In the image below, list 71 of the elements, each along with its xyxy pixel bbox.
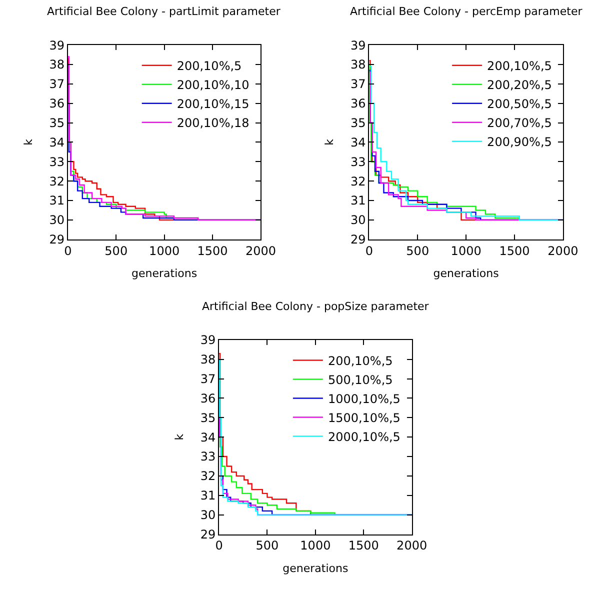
y-tick-label: 38 — [200, 352, 216, 367]
y-tick-label: 30 — [200, 508, 216, 522]
y-tick-label: 36 — [350, 96, 366, 111]
y-tick-label: 31 — [350, 194, 366, 208]
y-tick-label: 36 — [49, 96, 65, 111]
y-tick-label: 34 — [49, 135, 65, 150]
legend-label: 200,10%,10 — [176, 78, 250, 92]
y-tick-label: 37 — [350, 77, 366, 92]
x-tick-label: 1500 — [499, 244, 530, 258]
x-tick-label: 2000 — [245, 244, 276, 258]
legend-label: 1500,10%,5 — [328, 410, 400, 425]
y-axis-title: k — [173, 433, 186, 440]
legend-label: 200,10%,5 — [328, 354, 393, 368]
legend-label: 200,20%,5 — [487, 78, 552, 92]
y-axis-title: k — [323, 138, 336, 146]
y-tick-label: 29 — [200, 527, 216, 542]
y-tick-label: 30 — [49, 213, 65, 228]
x-tick-label: 1500 — [348, 538, 379, 553]
x-tick-label: 500 — [406, 244, 430, 258]
y-tick-label: 37 — [49, 77, 65, 92]
y-tick-label: 39 — [350, 38, 366, 52]
x-tick-label: 2000 — [548, 244, 578, 258]
y-tick-label: 31 — [200, 488, 216, 503]
y-tick-label: 30 — [350, 213, 366, 228]
x-tick-label: 500 — [104, 244, 128, 258]
x-axis-title: generations — [282, 562, 348, 575]
chart-title: Artificial Bee Colony - percEmp parameter — [350, 5, 583, 18]
y-tick-label: 34 — [200, 430, 216, 444]
y-axis-title: k — [22, 138, 35, 146]
y-tick-label: 35 — [200, 410, 216, 425]
x-tick-label: 500 — [256, 538, 279, 553]
x-tick-label: 0 — [365, 244, 374, 258]
chart-title: Artificial Bee Colony - partLimit parameter — [47, 5, 281, 18]
y-tick-label: 32 — [350, 174, 366, 188]
legend-label: 200,70%,5 — [487, 116, 552, 130]
legend-label: 200,10%,5 — [176, 59, 242, 74]
x-tick-label: 0 — [64, 244, 72, 258]
y-tick-label: 39 — [200, 333, 216, 348]
legend-label: 500,10%,5 — [328, 372, 393, 387]
y-tick-label: 39 — [49, 38, 65, 52]
x-tick-label: 2000 — [396, 538, 428, 553]
y-tick-label: 35 — [49, 116, 65, 130]
x-tick-label: 1000 — [450, 244, 482, 258]
y-tick-label: 33 — [49, 154, 65, 169]
x-axis-title: generations — [433, 266, 500, 280]
y-tick-label: 37 — [200, 372, 216, 386]
y-tick-label: 36 — [200, 391, 216, 406]
x-tick-label: 1000 — [300, 538, 331, 553]
y-tick-label: 29 — [49, 232, 65, 247]
y-tick-label: 33 — [350, 154, 366, 169]
x-tick-label: 1000 — [149, 244, 180, 258]
legend-label: 200,10%,18 — [176, 116, 250, 130]
y-tick-label: 31 — [49, 194, 65, 208]
legend-label: 200,90%,5 — [487, 135, 552, 150]
x-tick-label: 1500 — [197, 244, 228, 258]
chart-title: Artificial Bee Colony - popSize parameter — [202, 300, 430, 313]
y-tick-label: 32 — [49, 174, 65, 188]
legend-label: 200,50%,5 — [487, 97, 552, 112]
legend-label: 2000,10%,5 — [328, 430, 400, 444]
y-tick-label: 34 — [350, 135, 366, 150]
y-tick-label: 38 — [49, 58, 65, 72]
legend-label: 200,10%,15 — [176, 97, 250, 112]
y-tick-label: 29 — [350, 232, 366, 247]
legend-label: 200,10%,5 — [487, 59, 552, 74]
y-tick-label: 32 — [200, 469, 216, 484]
x-axis-title: generations — [132, 266, 198, 280]
y-tick-label: 33 — [200, 450, 216, 464]
y-tick-label: 38 — [350, 58, 366, 72]
y-tick-label: 35 — [350, 116, 366, 130]
legend-label: 1000,10%,5 — [328, 392, 400, 406]
x-tick-label: 0 — [215, 538, 223, 553]
